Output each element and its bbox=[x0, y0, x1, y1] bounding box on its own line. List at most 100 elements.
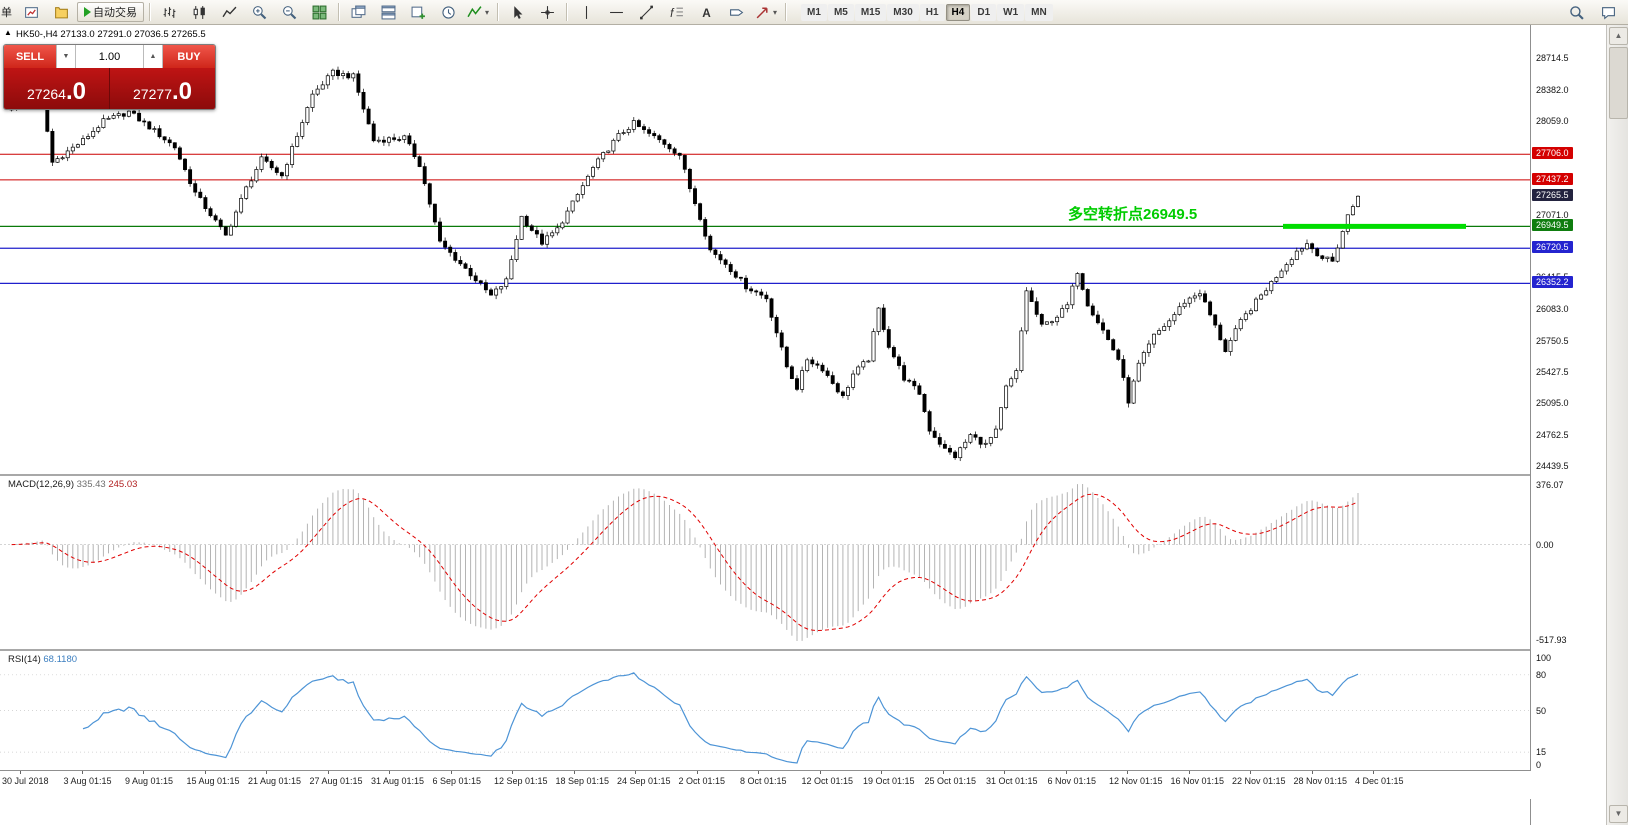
toolbar-separator bbox=[785, 3, 787, 21]
cascade-windows-icon[interactable] bbox=[344, 1, 372, 23]
chevron-down-icon: ▾ bbox=[773, 7, 778, 17]
price-tick: 24762.5 bbox=[1536, 430, 1569, 441]
price-axis[interactable]: 28714.528382.028059.027071.026415.526083… bbox=[1530, 25, 1607, 825]
label-tool-icon[interactable] bbox=[722, 1, 750, 23]
chart-ohlc-values: 27133.0 27291.0 27036.5 27265.5 bbox=[60, 29, 206, 40]
time-tick bbox=[389, 771, 390, 774]
scrollbar-up-button[interactable]: ▲ bbox=[1609, 27, 1628, 45]
price-tick: 27071.0 bbox=[1536, 209, 1569, 220]
macd-name: MACD(12,26,9) bbox=[8, 479, 74, 490]
timeframe-button-M5[interactable]: M5 bbox=[827, 3, 854, 21]
timeframe-button-D1[interactable]: D1 bbox=[971, 3, 997, 21]
text-tool-icon[interactable]: A bbox=[692, 1, 720, 23]
rsi-axis-label: 0 bbox=[1536, 760, 1542, 770]
timeframe-button-H4[interactable]: H4 bbox=[945, 3, 971, 21]
one-click-collapse-toggle[interactable]: ▲ bbox=[4, 28, 12, 37]
price-tick: 25427.5 bbox=[1536, 366, 1569, 377]
cursor-icon[interactable] bbox=[503, 1, 531, 23]
scrollbar-down-button[interactable]: ▼ bbox=[1609, 805, 1628, 823]
time-tick bbox=[758, 771, 759, 774]
vertical-line-tool-icon[interactable] bbox=[572, 1, 600, 23]
trendline-tool-icon[interactable] bbox=[632, 1, 660, 23]
autotrading-button[interactable]: 自动交易 bbox=[77, 2, 144, 22]
profiles-icon[interactable] bbox=[47, 1, 75, 23]
add-chart-icon[interactable] bbox=[404, 1, 432, 23]
time-tick bbox=[881, 771, 882, 774]
time-label: 3 Aug 01:15 bbox=[63, 776, 112, 786]
price-line-label: 27706.0 bbox=[1532, 147, 1573, 160]
sell-button[interactable]: SELL bbox=[4, 45, 56, 68]
shapes-tool-icon[interactable]: ▾ bbox=[752, 1, 780, 23]
timeframe-button-W1[interactable]: W1 bbox=[997, 3, 1025, 21]
timeframe-button-MN[interactable]: MN bbox=[1025, 3, 1053, 21]
time-label: 31 Aug 01:15 bbox=[371, 776, 425, 786]
time-tick bbox=[942, 771, 944, 774]
volume-increase-button[interactable]: ▲ bbox=[143, 45, 163, 68]
time-label: 9 Aug 01:15 bbox=[125, 776, 174, 786]
toolbar-separator bbox=[497, 3, 499, 21]
macd-panel-canvas[interactable] bbox=[0, 476, 1530, 649]
trade-widget-controls: SELL ▼ 1.00 ▲ BUY bbox=[4, 45, 215, 68]
ask-price[interactable]: 27277 .0 bbox=[110, 68, 215, 109]
crosshair-icon[interactable] bbox=[533, 1, 561, 23]
price-tick: 25095.0 bbox=[1536, 398, 1569, 409]
timeframe-button-M1[interactable]: M1 bbox=[801, 3, 827, 21]
chevron-down-icon: ▾ bbox=[485, 7, 490, 17]
price-line-label: 27437.2 bbox=[1532, 172, 1573, 185]
new-order-button-partial[interactable]: 单 bbox=[0, 2, 15, 22]
zoom-out-icon[interactable] bbox=[275, 1, 303, 23]
period-clock-icon[interactable] bbox=[434, 1, 462, 23]
turning-point-annotation[interactable]: 多空转折点26949.5 bbox=[1068, 206, 1198, 223]
bar-chart-mode-icon[interactable] bbox=[155, 1, 183, 23]
time-axis[interactable]: 30 Jul 2018 3 Aug 01:15 9 Aug 01:15 15 Aug … bbox=[0, 771, 1606, 799]
time-label: 12 Oct 01:15 bbox=[801, 776, 854, 786]
volume-decrease-button[interactable]: ▼ bbox=[56, 45, 76, 68]
rsi-name: RSI(14) bbox=[8, 654, 41, 665]
price-chart-canvas[interactable] bbox=[0, 25, 1530, 474]
panel-splitter[interactable] bbox=[0, 474, 1606, 476]
rsi-axis-label: 100 bbox=[1536, 653, 1552, 663]
rsi-indicator-label: RSI(14) 68.1180 bbox=[8, 654, 77, 665]
time-label: 6 Nov 01:15 bbox=[1047, 776, 1097, 786]
tile-horizontal-icon[interactable] bbox=[374, 1, 402, 23]
timeframe-toolbar: M1 M5 M15 M30 H1 H4 D1 W1 MN bbox=[801, 3, 1053, 21]
search-icon[interactable] bbox=[1562, 1, 1590, 23]
svg-text:f: f bbox=[670, 6, 675, 19]
main-toolbar: 单 自动交易 bbox=[0, 0, 1628, 25]
buy-button[interactable]: BUY bbox=[163, 45, 215, 68]
rsi-panel-canvas[interactable] bbox=[0, 651, 1530, 770]
time-tick bbox=[20, 771, 21, 774]
toolbar-right-group bbox=[1562, 1, 1622, 23]
fibonacci-tool-icon[interactable]: f bbox=[662, 1, 690, 23]
zoom-in-icon[interactable] bbox=[245, 1, 273, 23]
time-tick bbox=[1373, 771, 1374, 774]
line-chart-mode-icon[interactable] bbox=[215, 1, 243, 23]
timeframe-button-M15[interactable]: M15 bbox=[854, 3, 887, 21]
bid-pips-digits: .0 bbox=[65, 78, 86, 105]
new-chart-icon[interactable] bbox=[17, 1, 45, 23]
indicators-icon[interactable]: ▾ bbox=[464, 1, 492, 23]
bid-price[interactable]: 27264 .0 bbox=[4, 68, 110, 109]
volume-input[interactable]: 1.00 bbox=[76, 45, 143, 68]
timeframe-button-M30[interactable]: M30 bbox=[887, 3, 919, 21]
time-tick bbox=[1004, 771, 1005, 774]
chat-icon[interactable] bbox=[1594, 1, 1622, 23]
tile-windows-icon[interactable] bbox=[305, 1, 333, 23]
scrollbar-thumb[interactable] bbox=[1609, 47, 1628, 119]
time-label: 24 Sep 01:15 bbox=[617, 776, 671, 786]
rsi-axis-label: 80 bbox=[1536, 669, 1547, 680]
macd-axis-min: -517.93 bbox=[1536, 635, 1567, 645]
horizontal-line-tool-icon[interactable] bbox=[602, 1, 630, 23]
time-label: 19 Oct 01:15 bbox=[863, 776, 915, 786]
rsi-axis-label: 15 bbox=[1536, 747, 1547, 758]
time-tick bbox=[1311, 771, 1313, 774]
time-label: 18 Sep 01:15 bbox=[555, 776, 610, 786]
candlestick-mode-icon[interactable] bbox=[185, 1, 213, 23]
timeframe-button-H1[interactable]: H1 bbox=[919, 3, 945, 21]
time-tick bbox=[1127, 771, 1128, 774]
panel-splitter[interactable] bbox=[0, 649, 1606, 651]
ask-pips-digits: .0 bbox=[171, 78, 192, 105]
vertical-scrollbar[interactable]: ▲ ▼ bbox=[1606, 25, 1628, 825]
price-tick: 24439.5 bbox=[1536, 460, 1569, 471]
time-label: 22 Nov 01:15 bbox=[1232, 776, 1286, 786]
